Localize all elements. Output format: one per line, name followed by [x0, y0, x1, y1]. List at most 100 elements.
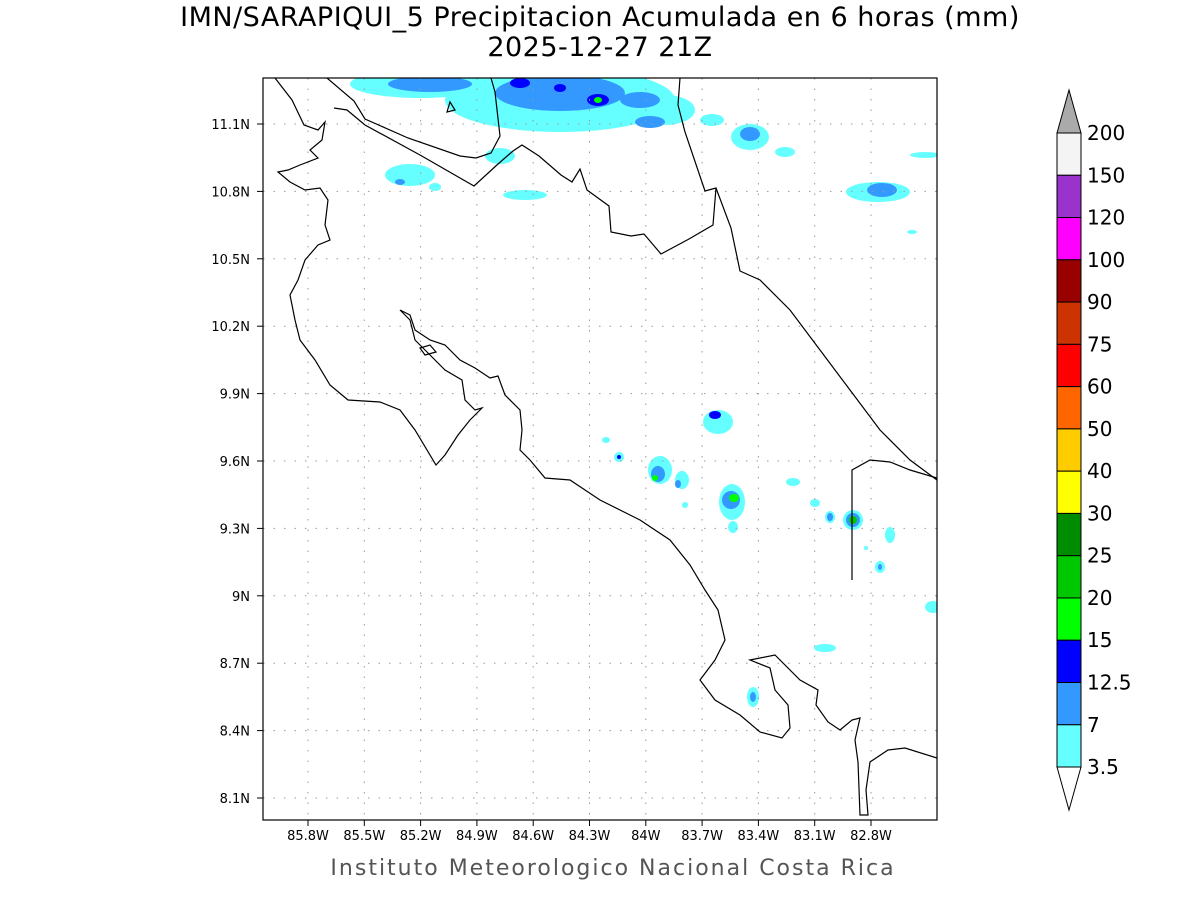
colorbar-label: 15 [1087, 628, 1112, 652]
precip-cell [594, 97, 602, 103]
colorbar-label: 60 [1087, 375, 1112, 399]
lat-tick-label: 8.1N [220, 792, 250, 807]
lat-tick-label: 9.6N [220, 455, 250, 470]
precip-cell [810, 499, 820, 507]
colorbar-legend: 200 150 120 100 90 75 60 50 40 30 25 20 15 12.5 7 3.5 [1056, 88, 1132, 812]
lat-tick-label: 10.2N [211, 320, 250, 335]
lat-tick-label: 10.5N [211, 253, 250, 268]
precip-cell [907, 230, 917, 234]
colorbar-label: 30 [1087, 501, 1112, 525]
precip-cell [385, 164, 435, 186]
lat-tick-label: 9.9N [220, 388, 250, 403]
precip-cell [675, 480, 681, 488]
precip-cell [925, 601, 937, 613]
colorbar-swatch [1056, 682, 1082, 726]
boundary-line [419, 344, 438, 356]
precip-cell [617, 455, 621, 459]
lon-tick-label: 84W [631, 829, 661, 844]
coastline [274, 78, 937, 816]
colorbar-swatch [1056, 639, 1082, 684]
precip-cell [885, 527, 895, 543]
colorbar-swatch [1056, 470, 1082, 514]
precip-cell [786, 478, 800, 486]
map-subtitle: 2025-12-27 21Z [487, 32, 713, 63]
lon-tick-label: 85.2W [400, 829, 442, 844]
precip-cell [700, 114, 724, 126]
colorbar-swatch [1056, 343, 1082, 388]
lon-tick-label: 84.6W [512, 829, 554, 844]
colorbar-swatch [1056, 132, 1082, 176]
precip-cell [388, 78, 472, 92]
colorbar-swatch [1056, 555, 1082, 599]
lat-tick-label: 8.7N [220, 657, 250, 672]
map-frame [262, 77, 938, 821]
colorbar-label: 12.5 [1087, 671, 1132, 695]
colorbar-swatch [1056, 724, 1082, 768]
colorbar-swatch [1056, 301, 1082, 345]
axis-ticks: 85.8W 85.5W 85.2W 84.9W 84.6W 84.3W 84W 83.7W 83… [211, 118, 892, 844]
colorbar-swatch [1056, 174, 1082, 219]
boundary-line [677, 78, 937, 481]
lon-tick-label: 84.3W [569, 829, 611, 844]
colorbar-label: 150 [1087, 163, 1125, 187]
precip-cell [729, 494, 739, 502]
lat-tick-label: 10.8N [211, 185, 250, 200]
precip-cell [635, 116, 665, 128]
lat-tick-label: 9.3N [220, 522, 250, 537]
map-title: IMN/SARAPIQUI_5 Precipitacion Acumulada … [180, 2, 1020, 33]
colorbar-label: 25 [1087, 544, 1112, 568]
colorbar-swatch [1056, 386, 1082, 430]
colorbar-swatch [1056, 512, 1082, 557]
precip-cell [910, 152, 937, 158]
precip-cell [827, 513, 833, 521]
precip-cell [652, 475, 658, 481]
footer-credit: Instituto Meteorologico Nacional Costa R… [330, 856, 896, 881]
lon-tick-label: 83.1W [794, 829, 836, 844]
colorbar-label: 75 [1087, 332, 1112, 356]
lon-tick-label: 85.8W [287, 829, 329, 844]
precip-cell [878, 564, 882, 570]
precip-cell [510, 78, 530, 88]
colorbar-label: 200 [1087, 121, 1125, 145]
colorbar-under-triangle [1056, 766, 1082, 812]
colorbar-swatch [1056, 259, 1082, 303]
precip-cell [709, 411, 721, 419]
precip-cell [395, 179, 405, 185]
colorbar-over-triangle [1056, 88, 1082, 134]
boundary-line [333, 107, 717, 255]
precip-cell [750, 692, 756, 702]
precip-cell [554, 84, 566, 92]
precip-cell [620, 92, 660, 108]
colorbar-label: 90 [1087, 290, 1112, 314]
colorbar-label: 3.5 [1087, 755, 1119, 779]
colorbar-swatch [1056, 428, 1082, 472]
precip-cell [485, 148, 515, 164]
precip-cell [682, 502, 688, 508]
lon-tick-label: 83.7W [681, 829, 723, 844]
lon-tick-label: 84.9W [456, 829, 498, 844]
grid-lines [263, 78, 937, 820]
colorbar-label: 20 [1087, 586, 1112, 610]
colorbar-label: 50 [1087, 417, 1112, 441]
precip-cell [429, 183, 441, 191]
precipitation-contours [350, 78, 937, 707]
precip-cell [602, 437, 610, 443]
precip-cell [503, 190, 547, 200]
boundary-line [274, 78, 937, 816]
boundary-line [326, 78, 501, 159]
colorbar-label: 7 [1087, 713, 1100, 737]
lat-tick-label: 11.1N [211, 118, 250, 133]
precip-cell [867, 183, 897, 197]
colorbar-label: 100 [1087, 248, 1125, 272]
colorbar-label: 120 [1087, 206, 1125, 230]
precip-cell [740, 127, 760, 141]
precip-cell [849, 516, 857, 524]
boundary-line [446, 100, 456, 113]
lon-tick-label: 82.8W [850, 829, 892, 844]
lon-tick-label: 85.5W [343, 829, 385, 844]
lat-tick-label: 8.4N [220, 725, 250, 740]
colorbar-swatch [1056, 217, 1082, 261]
lat-tick-label: 9N [232, 590, 250, 605]
lon-tick-label: 83.4W [737, 829, 779, 844]
